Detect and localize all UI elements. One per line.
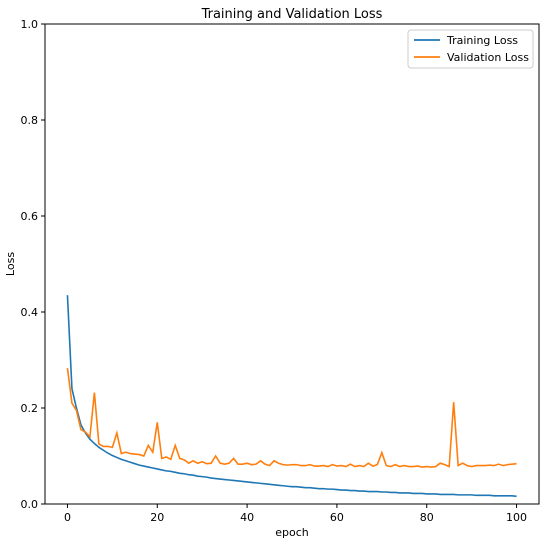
y-tick-label: 0.8 [21,114,39,127]
x-tick-label: 40 [240,511,254,524]
y-tick-label: 1.0 [21,18,39,31]
training-loss-line [66,295,517,498]
y-tick-label: 0.6 [21,210,39,223]
y-tick-label: 0.0 [21,498,39,511]
y-tick-label: 0.2 [21,402,39,415]
plot-lines [66,295,517,498]
legend: Training Loss Validation Loss [407,29,534,69]
plot-frame [44,23,540,505]
x-tick-label: 0 [64,511,71,524]
legend-label-training: Training Loss [446,34,518,47]
legend-label-validation: Validation Loss [447,51,529,64]
x-tick-label: 60 [330,511,344,524]
chart-title: Training and Validation Loss [201,7,383,22]
axis-ticks: 0 20 40 60 80 100 0.0 0.2 0.4 0.6 0.8 1.0 [21,18,528,524]
x-axis-label: epoch [275,526,309,539]
x-tick-label: 80 [420,511,434,524]
y-tick-label: 0.4 [21,306,39,319]
x-tick-label: 20 [150,511,164,524]
x-tick-label: 100 [506,511,527,524]
y-axis-label: Loss [4,252,17,276]
validation-loss-line [66,368,517,468]
